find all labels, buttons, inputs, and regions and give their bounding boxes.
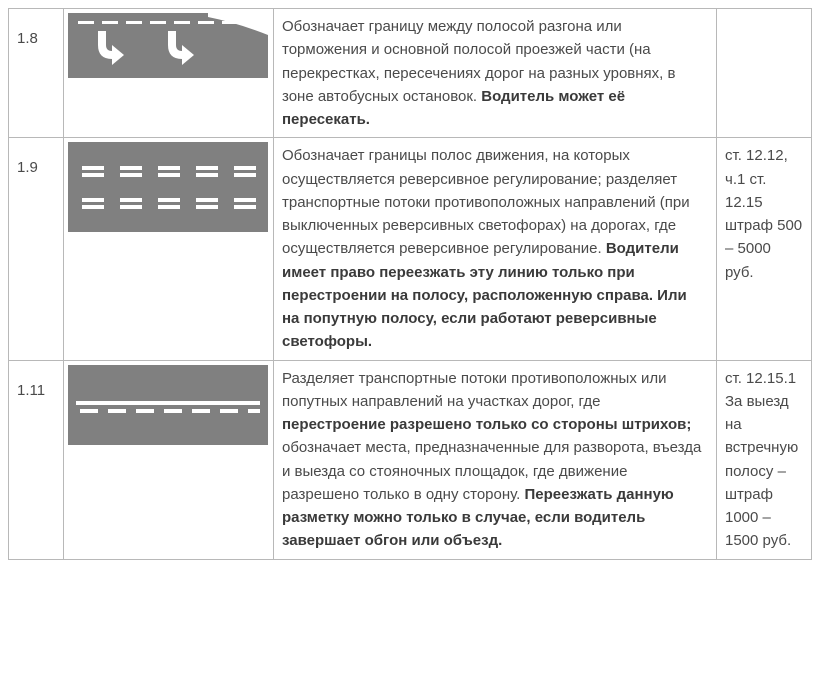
road-diagram-1-8 bbox=[68, 13, 268, 78]
description-fragment: Разделяет транспортные потоки противопол… bbox=[282, 370, 667, 410]
marking-penalty: ст. 12.15.1 За выезд на встречную полосу… bbox=[717, 360, 812, 559]
merge-wedge-icon bbox=[208, 13, 268, 35]
marking-number: 1.11 bbox=[9, 360, 64, 559]
table-row: 1.8 Обоз bbox=[9, 9, 812, 138]
marking-image-cell bbox=[64, 360, 274, 559]
marking-penalty: ст. 12.12, ч.1 ст. 12.15 штраф 500 – 500… bbox=[717, 138, 812, 360]
description-bold-fragment: перестроение разрешено только со стороны… bbox=[282, 416, 691, 433]
road-diagram-1-11 bbox=[68, 365, 268, 445]
marking-number: 1.8 bbox=[9, 9, 64, 138]
table-row: 1.11 Разделяет транспортные потоки проти… bbox=[9, 360, 812, 559]
marking-image-cell bbox=[64, 9, 274, 138]
marking-penalty bbox=[717, 9, 812, 138]
road-markings-table: 1.8 Обоз bbox=[8, 8, 812, 560]
table-row: 1.9 bbox=[9, 138, 812, 360]
turn-arrow-icon bbox=[166, 31, 194, 65]
marking-description: Обозначает границу между полосой разгона… bbox=[274, 9, 717, 138]
road-diagram-1-9 bbox=[68, 142, 268, 232]
turn-arrow-icon bbox=[96, 31, 124, 65]
marking-description: Обозначает границы полос движения, на ко… bbox=[274, 138, 717, 360]
marking-image-cell bbox=[64, 138, 274, 360]
marking-number: 1.9 bbox=[9, 138, 64, 360]
marking-description: Разделяет транспортные потоки противопол… bbox=[274, 360, 717, 559]
